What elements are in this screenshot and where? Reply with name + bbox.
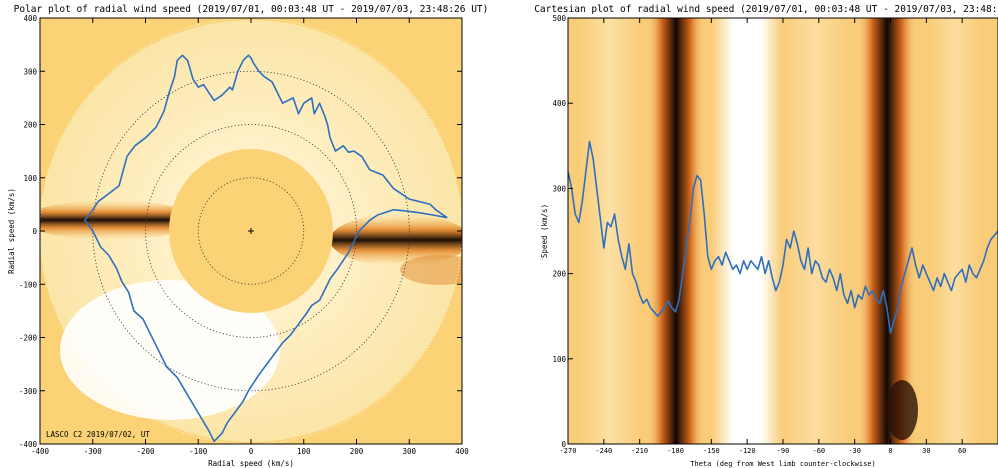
x-tick-label: -210: [631, 447, 648, 455]
y-tick-label: 300: [23, 67, 37, 76]
x-tick-label: -270: [560, 447, 577, 455]
y-tick-label: 300: [552, 184, 566, 193]
streamer-left: [40, 200, 195, 240]
x-tick-label: -90: [777, 447, 790, 455]
x-tick-label: 300: [402, 447, 416, 456]
dark-band-1: [648, 18, 704, 444]
y-tick-label: 0: [561, 440, 566, 449]
x-tick-label: -200: [136, 447, 155, 456]
x-tick-label: -60: [813, 447, 826, 455]
cartesian-plot: -270 -240 -210 -180 -150 -120 -90 -60 -30 0 30 60 0…: [540, 14, 998, 468]
streamer-right-outer: [400, 255, 462, 285]
reference-circle: [145, 124, 357, 338]
y-tick-label: 200: [552, 270, 566, 279]
x-tick-label: -120: [739, 447, 756, 455]
light-band-3: [930, 18, 980, 444]
x-tick-label: 100: [297, 447, 311, 456]
x-tick-label: -400: [31, 447, 50, 456]
y-tick-label: -300: [19, 387, 38, 396]
polar-y-axis: -400 -300 -200 -100 0 100 200 300 400: [19, 14, 462, 449]
x-tick-label: -100: [189, 447, 208, 456]
polar-plot: -400 -300 -200 -100 0 100 200 300 400 -400 -300 -2…: [7, 14, 469, 468]
reference-circle: [197, 177, 305, 285]
x-tick-label: -180: [667, 447, 684, 455]
lasco-annotation: LASCO C2 2019/07/02, UT: [46, 430, 150, 439]
y-tick-label: 100: [552, 355, 566, 364]
dark-band-2: [858, 18, 916, 444]
polar-ylabel: Radial speed (km/s): [7, 188, 16, 274]
y-tick-label: -200: [19, 334, 38, 343]
x-tick-label: 0: [249, 447, 254, 456]
x-tick-label: -150: [703, 447, 720, 455]
y-tick-label: -100: [19, 280, 38, 289]
polar-series: [84, 54, 448, 443]
dark-blob: [886, 380, 918, 440]
cartesian-title: Cartesian plot of radial wind speed (201…: [534, 4, 998, 15]
polar-x-axis: -400 -300 -200 -100 0 100 200 300 400: [31, 18, 469, 456]
reference-circle: [92, 70, 410, 392]
cartesian-y-axis: 0 100 200 300 400 500: [552, 14, 573, 449]
y-tick-label: 0: [32, 227, 37, 236]
x-tick-label: 0: [888, 447, 892, 455]
x-tick-label: -240: [595, 447, 612, 455]
cartesian-ylabel: Speed (km/s): [540, 204, 549, 258]
cartesian-x-axis: -270 -240 -210 -180 -150 -120 -90 -60 -30 0 30 60: [560, 18, 966, 455]
cartesian-xlabel: Theta (deg from West limb counter-clockw…: [690, 460, 875, 468]
x-tick-label: 30: [922, 447, 930, 455]
y-tick-label: -400: [19, 440, 38, 449]
x-tick-label: -30: [848, 447, 861, 455]
y-tick-label: 500: [552, 14, 566, 23]
cartesian-speed-line: [567, 140, 998, 334]
bright-region: [60, 280, 280, 420]
x-tick-label: -300: [84, 447, 103, 456]
polar-xlabel: Radial speed (km/s): [208, 459, 294, 468]
x-tick-label: 60: [958, 447, 966, 455]
white-band: [712, 18, 782, 444]
y-tick-label: 200: [23, 121, 37, 130]
polar-speed-line: [84, 54, 448, 443]
light-band-2: [780, 18, 850, 444]
cartesian-series: [567, 140, 998, 334]
sun-center-marker: [248, 228, 254, 234]
y-tick-label: 100: [23, 174, 37, 183]
light-band-1: [580, 18, 640, 444]
y-tick-label: 400: [23, 14, 37, 23]
polar-title: Polar plot of radial wind speed (2019/07…: [14, 4, 489, 15]
y-tick-label: 400: [552, 99, 566, 108]
x-tick-label: 400: [455, 447, 469, 456]
x-tick-label: 200: [350, 447, 364, 456]
